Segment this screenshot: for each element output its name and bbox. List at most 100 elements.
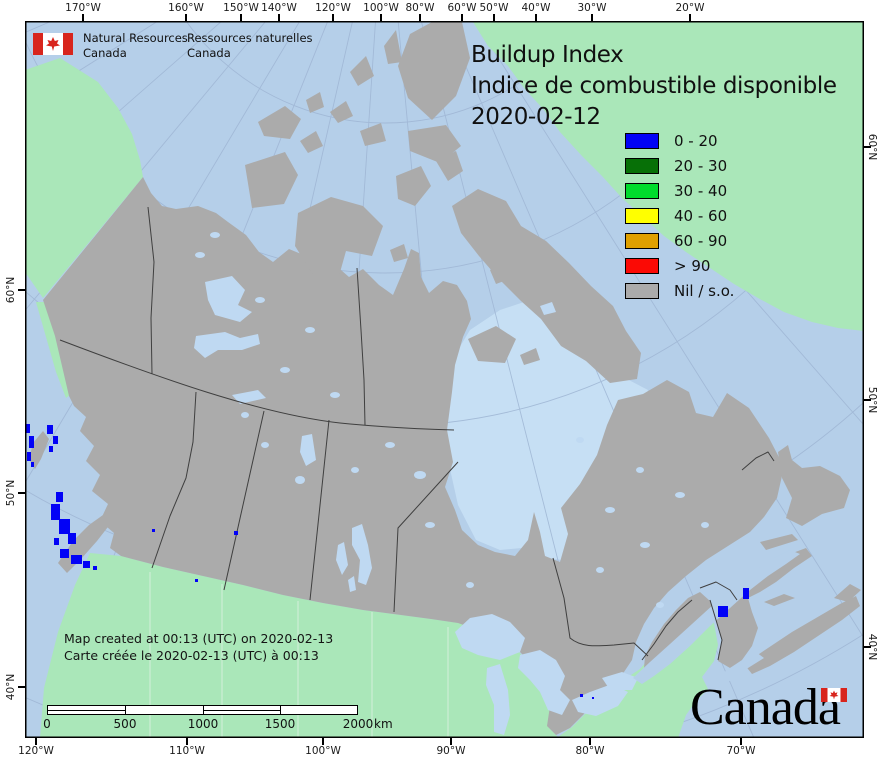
note-fr: Carte créée le 2020-02-13 (UTC) à 00:13 (64, 648, 319, 663)
region-usa (40, 553, 718, 738)
bay-of-fundy (716, 652, 764, 686)
foreign-land (25, 22, 864, 738)
scale-segment-midline (204, 709, 280, 711)
legend-label: 0 - 20 (674, 132, 718, 150)
lake-superior (455, 614, 525, 660)
wordmark-flag-icon (821, 688, 847, 702)
axis-label: 40°N (5, 673, 17, 701)
lake-nettilling (540, 302, 556, 315)
map-frame (25, 21, 864, 738)
title-date: 2020-02-12 (471, 104, 601, 130)
province-borders (59, 206, 775, 661)
lake-huron (518, 650, 570, 715)
axis-label: 90°W (436, 745, 466, 757)
region-nova-scotia (744, 596, 860, 674)
island-prince-patrick (258, 106, 301, 139)
dept-name-en-2: Canada (83, 46, 127, 60)
bui-patches-0-20 (26, 424, 749, 699)
lakes (194, 232, 709, 735)
island-newfoundland (778, 445, 850, 526)
lake-ontario (602, 672, 638, 690)
scale-segment-midline (48, 709, 125, 711)
lake-reindeer (300, 434, 316, 466)
island-melville (306, 92, 324, 113)
border-yukon-nwt (147, 206, 155, 375)
legend-swatch (625, 233, 659, 249)
axis-label: 40°W (521, 2, 551, 14)
island-victoria (295, 197, 383, 276)
axis-label: 120°W (315, 2, 351, 14)
scale-tick-label: 1500 (264, 717, 296, 731)
axis-label: 80°W (405, 2, 435, 14)
border-manitoba-ontario (393, 461, 459, 613)
lake-winnipegosis (336, 542, 348, 575)
axis-label: 150°W (223, 2, 259, 14)
axis-label: 110°W (169, 745, 205, 757)
lake-great-slave (194, 332, 260, 358)
island-qe3 (360, 123, 386, 146)
region-alaska (25, 58, 143, 298)
island-bylot (436, 151, 463, 181)
lake-winnipeg (352, 524, 372, 585)
island-anticosti (760, 534, 798, 550)
axis-label: 100°W (305, 745, 341, 757)
axis-label: 60°N (5, 276, 17, 304)
scale-tick-label: 0 (43, 717, 51, 731)
legend-swatch (625, 283, 659, 299)
island-devon (408, 125, 461, 163)
border-nwt-nunavut (356, 267, 366, 426)
axis-label: 50°N (5, 479, 17, 507)
scale-segment (125, 705, 204, 715)
map-title: Buildup Index Indice de combustible disp… (471, 40, 837, 133)
island-qe2 (330, 101, 353, 123)
island-cape-breton (834, 584, 861, 602)
island-pei (764, 594, 795, 606)
border-alberta-sask (223, 410, 265, 591)
border-sask-manitoba (309, 419, 330, 601)
canada-wordmark: Canada (690, 679, 841, 736)
axis-label: 30°W (577, 2, 607, 14)
note-en: Map created at 00:13 (UTC) on 2020-02-13 (64, 631, 334, 646)
island-qe1 (350, 56, 374, 86)
island-banks (245, 152, 298, 208)
island-king-william (390, 244, 408, 262)
legend-swatch (625, 208, 659, 224)
island-somerset (396, 166, 431, 206)
border-quebec-nb (699, 581, 738, 601)
border-quebec-us (641, 599, 693, 661)
island-qe4 (300, 131, 323, 153)
axis-label: 80°W (575, 745, 605, 757)
island-baffin (452, 189, 641, 383)
lake-michigan (486, 664, 510, 735)
scale-unit: km (374, 717, 393, 731)
region-greenland (473, 22, 864, 331)
axis-label: 160°W (168, 2, 204, 14)
border-ontario-quebec (552, 557, 649, 657)
legend-swatch (625, 133, 659, 149)
border-quebec-labrador (741, 451, 775, 471)
scale-segment (280, 705, 358, 715)
lake-manitoba (348, 576, 356, 592)
axis-label: 140°W (261, 2, 297, 14)
lake-erie (572, 684, 628, 716)
axis-label: 120°W (18, 745, 54, 757)
scale-tick-label: 500 (113, 717, 137, 731)
st-lawrence-river (633, 550, 800, 684)
title-line-fr: Indice de combustible disponible (471, 73, 837, 99)
island-ellesmere (398, 22, 470, 120)
border-60n (59, 339, 455, 431)
border-bc-alberta (151, 391, 197, 569)
scale-tick-label: 1000 (187, 717, 219, 731)
legend-swatch (625, 158, 659, 174)
axis-label: 170°W (65, 2, 101, 14)
legend-swatch (625, 183, 659, 199)
legend-label: 20 - 30 (674, 157, 728, 175)
axis-label: 20°W (675, 2, 705, 14)
island-southampton (468, 326, 516, 363)
legend-label: 40 - 60 (674, 207, 728, 225)
legend-swatch (625, 258, 659, 274)
dept-name-fr-1: Ressources naturelles (187, 31, 313, 45)
canada-flag-icon (33, 33, 73, 55)
dept-name-fr-2: Canada (187, 46, 231, 60)
